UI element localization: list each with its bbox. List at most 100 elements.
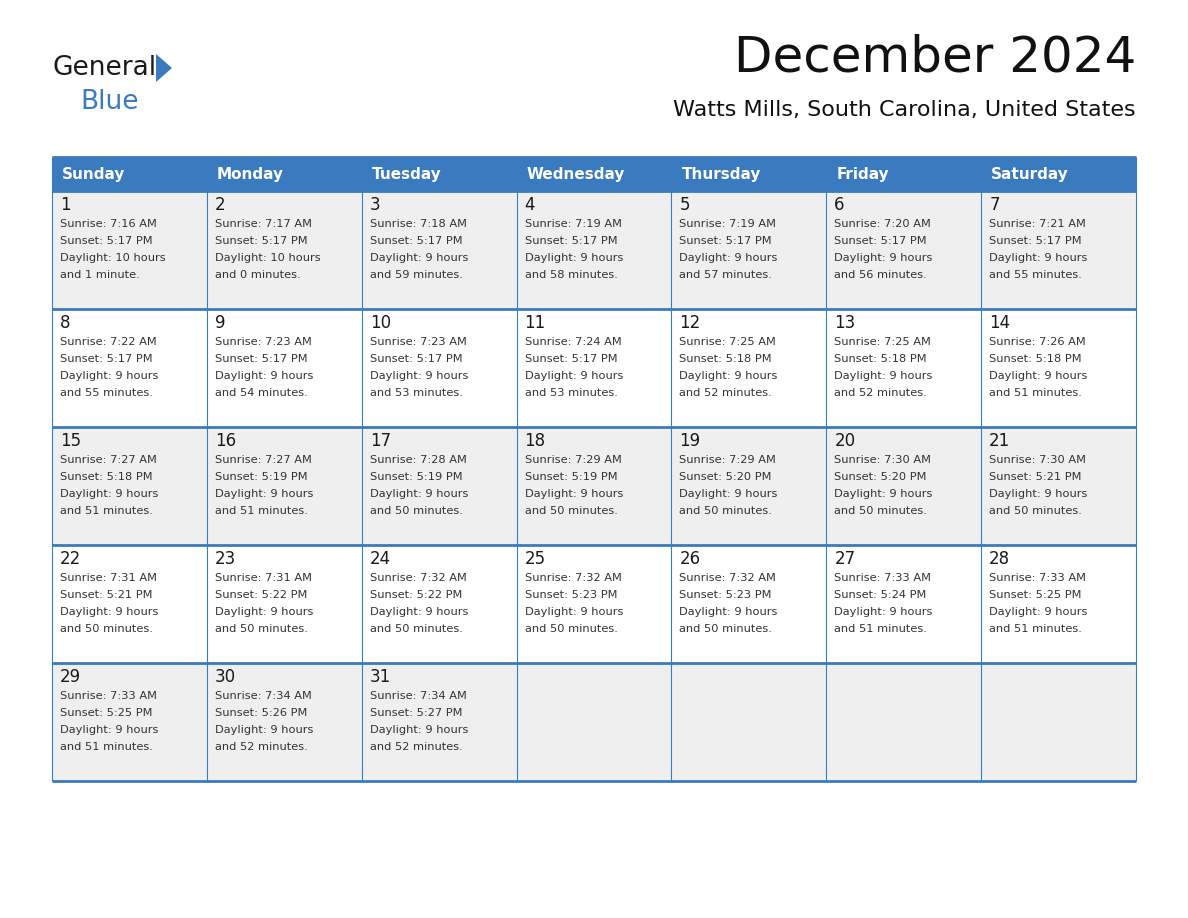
Text: Sunset: 5:23 PM: Sunset: 5:23 PM — [525, 590, 617, 600]
Text: Daylight: 9 hours: Daylight: 9 hours — [369, 725, 468, 735]
Text: Daylight: 9 hours: Daylight: 9 hours — [215, 489, 314, 499]
Text: Daylight: 9 hours: Daylight: 9 hours — [369, 489, 468, 499]
Text: and 59 minutes.: and 59 minutes. — [369, 270, 462, 280]
Text: Sunrise: 7:29 AM: Sunrise: 7:29 AM — [525, 455, 621, 465]
Text: Sunset: 5:24 PM: Sunset: 5:24 PM — [834, 590, 927, 600]
Text: and 55 minutes.: and 55 minutes. — [61, 388, 153, 398]
Text: 31: 31 — [369, 668, 391, 686]
Text: Sunset: 5:17 PM: Sunset: 5:17 PM — [525, 236, 618, 246]
Text: Daylight: 9 hours: Daylight: 9 hours — [680, 607, 778, 617]
Bar — [52, 191, 1136, 309]
Text: Sunset: 5:25 PM: Sunset: 5:25 PM — [61, 708, 152, 718]
Text: 5: 5 — [680, 196, 690, 214]
Text: Sunset: 5:17 PM: Sunset: 5:17 PM — [215, 236, 308, 246]
Text: 10: 10 — [369, 314, 391, 332]
Text: Daylight: 9 hours: Daylight: 9 hours — [834, 253, 933, 263]
Text: Sunrise: 7:22 AM: Sunrise: 7:22 AM — [61, 337, 157, 347]
Text: 9: 9 — [215, 314, 226, 332]
Text: and 50 minutes.: and 50 minutes. — [525, 624, 618, 634]
Text: Sunset: 5:19 PM: Sunset: 5:19 PM — [525, 472, 618, 482]
Text: 4: 4 — [525, 196, 535, 214]
Text: Sunset: 5:18 PM: Sunset: 5:18 PM — [680, 354, 772, 364]
Text: Friday: Friday — [836, 166, 889, 182]
Text: Sunset: 5:26 PM: Sunset: 5:26 PM — [215, 708, 308, 718]
Text: and 51 minutes.: and 51 minutes. — [61, 742, 153, 752]
Text: Sunrise: 7:31 AM: Sunrise: 7:31 AM — [61, 573, 157, 583]
Text: Daylight: 9 hours: Daylight: 9 hours — [369, 253, 468, 263]
Text: 6: 6 — [834, 196, 845, 214]
Text: Monday: Monday — [217, 166, 284, 182]
Text: Sunrise: 7:34 AM: Sunrise: 7:34 AM — [215, 691, 311, 701]
Text: 15: 15 — [61, 432, 81, 450]
Text: and 51 minutes.: and 51 minutes. — [990, 624, 1082, 634]
Text: and 52 minutes.: and 52 minutes. — [215, 742, 308, 752]
Text: Sunrise: 7:29 AM: Sunrise: 7:29 AM — [680, 455, 776, 465]
Text: Sunrise: 7:24 AM: Sunrise: 7:24 AM — [525, 337, 621, 347]
Text: 25: 25 — [525, 550, 545, 568]
Text: and 50 minutes.: and 50 minutes. — [834, 506, 927, 516]
Text: 16: 16 — [215, 432, 236, 450]
Text: Daylight: 9 hours: Daylight: 9 hours — [834, 371, 933, 381]
Text: Daylight: 9 hours: Daylight: 9 hours — [61, 725, 158, 735]
Text: Daylight: 9 hours: Daylight: 9 hours — [525, 371, 623, 381]
Text: Sunrise: 7:17 AM: Sunrise: 7:17 AM — [215, 219, 312, 229]
Text: Daylight: 9 hours: Daylight: 9 hours — [834, 607, 933, 617]
Text: Sunrise: 7:19 AM: Sunrise: 7:19 AM — [525, 219, 621, 229]
Text: Sunset: 5:17 PM: Sunset: 5:17 PM — [215, 354, 308, 364]
Text: 23: 23 — [215, 550, 236, 568]
Text: Sunset: 5:18 PM: Sunset: 5:18 PM — [990, 354, 1082, 364]
Text: Daylight: 9 hours: Daylight: 9 hours — [369, 371, 468, 381]
Text: and 50 minutes.: and 50 minutes. — [215, 624, 308, 634]
Text: Daylight: 9 hours: Daylight: 9 hours — [990, 371, 1087, 381]
Text: Sunset: 5:17 PM: Sunset: 5:17 PM — [369, 236, 462, 246]
Text: Sunrise: 7:33 AM: Sunrise: 7:33 AM — [834, 573, 931, 583]
Text: 17: 17 — [369, 432, 391, 450]
Bar — [52, 427, 1136, 545]
Text: and 51 minutes.: and 51 minutes. — [990, 388, 1082, 398]
Text: and 55 minutes.: and 55 minutes. — [990, 270, 1082, 280]
Text: Sunrise: 7:16 AM: Sunrise: 7:16 AM — [61, 219, 157, 229]
Text: Sunset: 5:17 PM: Sunset: 5:17 PM — [525, 354, 618, 364]
Text: and 54 minutes.: and 54 minutes. — [215, 388, 308, 398]
Text: and 0 minutes.: and 0 minutes. — [215, 270, 301, 280]
Text: Sunrise: 7:20 AM: Sunrise: 7:20 AM — [834, 219, 931, 229]
Text: and 53 minutes.: and 53 minutes. — [369, 388, 462, 398]
Text: and 50 minutes.: and 50 minutes. — [369, 624, 462, 634]
Text: 14: 14 — [990, 314, 1010, 332]
Text: Sunset: 5:22 PM: Sunset: 5:22 PM — [369, 590, 462, 600]
Text: Sunset: 5:23 PM: Sunset: 5:23 PM — [680, 590, 772, 600]
Text: and 52 minutes.: and 52 minutes. — [834, 388, 927, 398]
Text: Sunset: 5:20 PM: Sunset: 5:20 PM — [680, 472, 772, 482]
Text: 27: 27 — [834, 550, 855, 568]
Text: December 2024: December 2024 — [734, 34, 1136, 82]
Text: Sunrise: 7:32 AM: Sunrise: 7:32 AM — [680, 573, 776, 583]
Text: and 50 minutes.: and 50 minutes. — [990, 506, 1082, 516]
Bar — [52, 663, 1136, 781]
Text: Sunrise: 7:27 AM: Sunrise: 7:27 AM — [215, 455, 311, 465]
Text: Sunrise: 7:25 AM: Sunrise: 7:25 AM — [834, 337, 931, 347]
Text: Sunset: 5:17 PM: Sunset: 5:17 PM — [834, 236, 927, 246]
Text: Daylight: 9 hours: Daylight: 9 hours — [680, 371, 778, 381]
Text: and 50 minutes.: and 50 minutes. — [680, 624, 772, 634]
Text: Daylight: 9 hours: Daylight: 9 hours — [61, 607, 158, 617]
Text: 13: 13 — [834, 314, 855, 332]
Text: and 51 minutes.: and 51 minutes. — [834, 624, 927, 634]
Text: and 50 minutes.: and 50 minutes. — [680, 506, 772, 516]
Text: 21: 21 — [990, 432, 1010, 450]
Text: 24: 24 — [369, 550, 391, 568]
Text: Daylight: 9 hours: Daylight: 9 hours — [680, 253, 778, 263]
Text: Sunrise: 7:32 AM: Sunrise: 7:32 AM — [525, 573, 621, 583]
Text: Saturday: Saturday — [991, 166, 1069, 182]
Text: Sunset: 5:21 PM: Sunset: 5:21 PM — [990, 472, 1081, 482]
Bar — [52, 309, 1136, 427]
Text: Daylight: 9 hours: Daylight: 9 hours — [215, 607, 314, 617]
Text: Sunrise: 7:34 AM: Sunrise: 7:34 AM — [369, 691, 467, 701]
Text: and 1 minute.: and 1 minute. — [61, 270, 140, 280]
Polygon shape — [156, 54, 172, 82]
Text: Sunset: 5:22 PM: Sunset: 5:22 PM — [215, 590, 308, 600]
Text: and 57 minutes.: and 57 minutes. — [680, 270, 772, 280]
Bar — [52, 545, 1136, 663]
Text: 8: 8 — [61, 314, 70, 332]
Text: and 52 minutes.: and 52 minutes. — [680, 388, 772, 398]
Text: Blue: Blue — [80, 89, 139, 115]
